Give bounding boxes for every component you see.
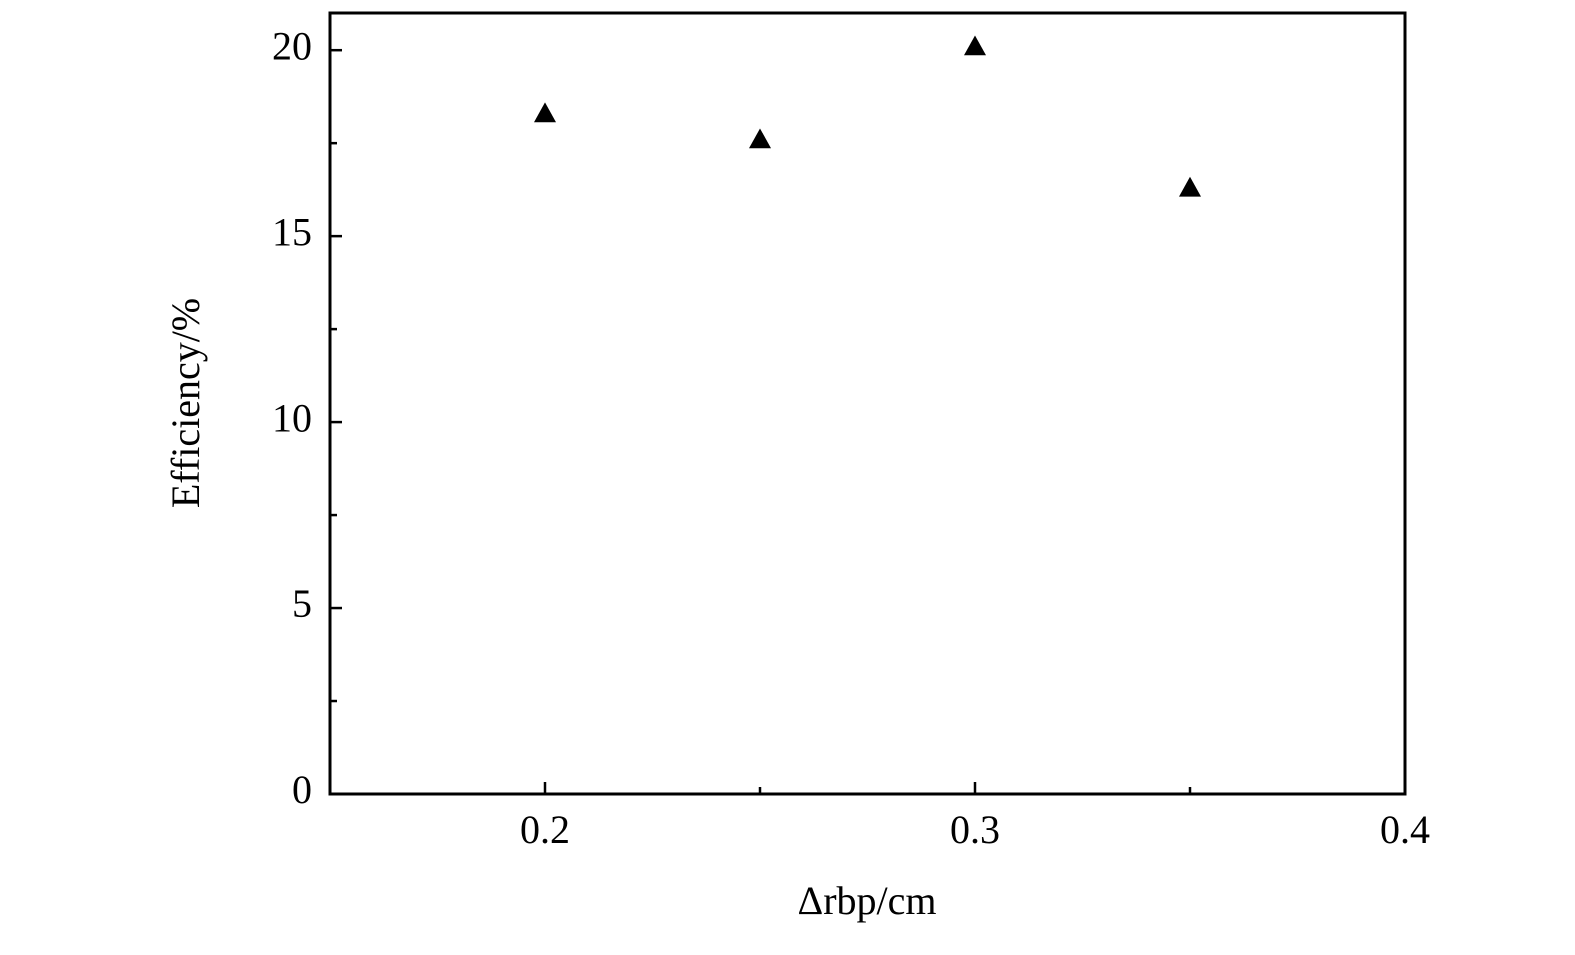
y-tick-label: 15 — [272, 209, 312, 254]
y-tick-label: 10 — [272, 395, 312, 440]
x-tick-label: 0.4 — [1380, 807, 1430, 852]
data-point — [534, 102, 556, 123]
data-point — [749, 128, 771, 149]
x-axis-label: Δrbp/cm — [797, 878, 936, 923]
x-tick-label: 0.2 — [520, 807, 570, 852]
plot-frame — [328, 11, 1407, 796]
data-point — [964, 35, 986, 56]
x-tick-label: 0.3 — [950, 807, 1000, 852]
y-axis-label: Efficiency/% — [163, 298, 208, 508]
y-tick-label: 20 — [272, 23, 312, 68]
y-tick-label: 0 — [292, 767, 312, 812]
y-tick-label: 5 — [292, 581, 312, 626]
data-point — [1179, 176, 1201, 197]
